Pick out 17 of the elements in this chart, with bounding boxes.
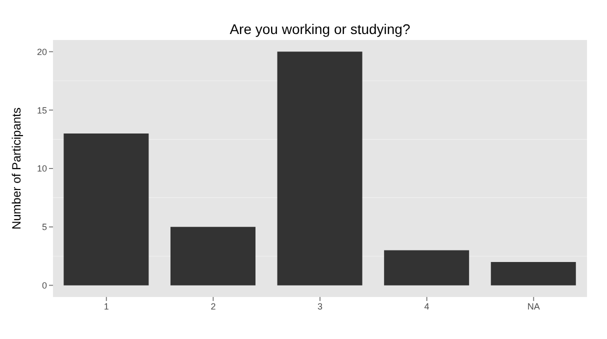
y-tick-label: 0 [42, 280, 47, 291]
bar [64, 133, 149, 286]
y-axis-title: Number of Participants [9, 107, 24, 230]
bar [490, 262, 576, 286]
x-tick-label: 1 [104, 301, 109, 312]
y-tick-label: 20 [36, 46, 47, 57]
y-tick-label: 10 [36, 164, 47, 174]
bar [384, 250, 470, 286]
bar [277, 52, 362, 286]
x-tick-label: 4 [424, 301, 430, 312]
x-tick-label: 2 [210, 301, 216, 312]
y-tick-label: 5 [42, 222, 47, 232]
x-tick-label: NA [527, 301, 540, 312]
y-tick-label: 15 [36, 105, 47, 116]
bar [170, 226, 256, 286]
x-tick-label: 3 [317, 301, 323, 312]
chart-title: Are you working or studying? [228, 21, 412, 37]
